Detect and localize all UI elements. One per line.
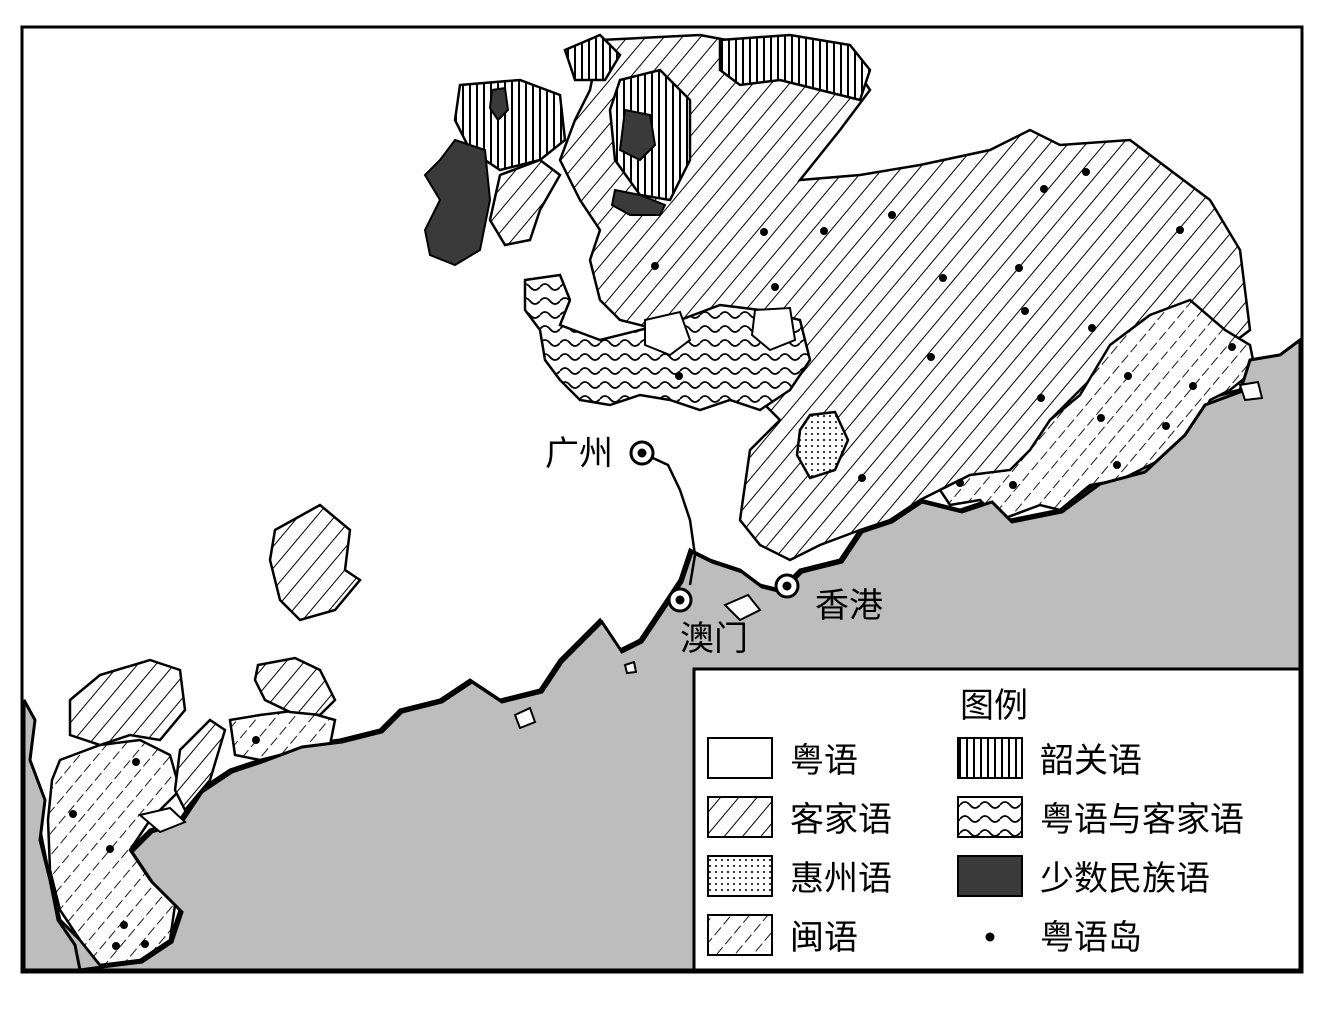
legend-swatch-huizhou [707, 855, 773, 897]
region-min-east [938, 298, 1257, 522]
region-shaoguan-4 [563, 33, 622, 82]
region-minority-2 [618, 108, 657, 162]
legend-swatch-shaoguan [957, 737, 1023, 779]
island-3 [137, 806, 187, 834]
city-macau: 澳门 [667, 587, 748, 659]
legend-swatch-yue-kejia [957, 796, 1023, 838]
legend-label-yue: 粤语 [790, 741, 858, 781]
yue-hole-1 [644, 310, 692, 357]
pearl-river [641, 451, 697, 586]
legend-label-kejia: 客家语 [790, 800, 892, 840]
region-minority-4 [488, 86, 510, 122]
legend-swatch-yue-island [985, 932, 995, 942]
legend-swatch-kejia [707, 796, 773, 838]
legend-title: 图例 [960, 686, 1028, 726]
city-label-macau: 澳门 [680, 619, 748, 659]
legend-label-yue-kejia: 粤语与客家语 [1040, 800, 1244, 840]
legend-label-huizhou: 惠州语 [790, 859, 892, 899]
legend-label-min: 闽语 [790, 918, 858, 958]
island-5 [623, 660, 638, 675]
legend-label-yue-island: 粤语岛 [1040, 918, 1142, 958]
sea-west [22, 699, 82, 972]
region-kejia-west-3 [173, 718, 227, 813]
region-shaoguan-2 [718, 33, 872, 102]
legend-label-minority: 少数民族语 [1040, 859, 1210, 899]
city-guangzhou: 广州 [545, 434, 655, 474]
legend-swatch-min [707, 914, 773, 956]
city-label-hongkong: 香港 [815, 586, 883, 626]
region-kejia-west-1 [268, 503, 362, 622]
island-1 [723, 593, 762, 622]
island-4 [1238, 380, 1264, 402]
region-kejia-west-2 [68, 658, 187, 747]
legend: 图例 粤语 客家语 惠州语 闽语 韶关语 粤语与客家语 少数民族语 粤语岛 [692, 667, 1302, 972]
legend-swatch-yue [707, 737, 773, 779]
region-kejia-west-4 [253, 656, 337, 717]
region-min-west [46, 738, 182, 967]
yue-hole-2 [750, 306, 797, 352]
legend-swatch-minority [957, 855, 1023, 897]
region-minority-3 [610, 188, 667, 216]
yue-island-dots [69, 168, 1236, 950]
city-label-guangzhou: 广州 [545, 434, 613, 474]
city-hongkong: 香港 [774, 573, 883, 626]
region-huizhou [795, 410, 850, 480]
region-kejia-nw [488, 158, 562, 247]
outer-north-blank [24, 29, 1300, 700]
legend-label-shaoguan: 韶关语 [1040, 741, 1142, 781]
island-2 [513, 706, 537, 730]
region-minority-1 [423, 138, 492, 267]
